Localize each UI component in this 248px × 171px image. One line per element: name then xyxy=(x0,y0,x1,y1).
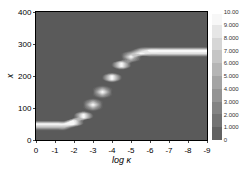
svg-text:400: 400 xyxy=(18,8,32,17)
svg-text:-5: -5 xyxy=(127,146,135,155)
svg-text:8.000: 8.000 xyxy=(224,35,240,41)
svg-text:-6: -6 xyxy=(146,146,154,155)
svg-text:2.000: 2.000 xyxy=(224,112,240,118)
svg-text:-3: -3 xyxy=(89,146,97,155)
svg-text:-9: -9 xyxy=(203,146,211,155)
svg-text:1.000: 1.000 xyxy=(224,124,240,130)
svg-text:0: 0 xyxy=(224,137,228,143)
svg-text:10.00: 10.00 xyxy=(224,9,240,15)
svg-text:3.000: 3.000 xyxy=(224,99,240,105)
svg-text:200: 200 xyxy=(18,72,32,81)
svg-text:100: 100 xyxy=(18,104,32,113)
svg-text:6.000: 6.000 xyxy=(224,60,240,66)
svg-text:-7: -7 xyxy=(165,146,173,155)
svg-text:300: 300 xyxy=(18,40,32,49)
svg-text:-4: -4 xyxy=(108,146,116,155)
svg-text:7.000: 7.000 xyxy=(224,48,240,54)
svg-text:0: 0 xyxy=(34,146,39,155)
svg-text:x: x xyxy=(5,73,15,79)
svg-text:4.000: 4.000 xyxy=(224,86,240,92)
svg-text:-8: -8 xyxy=(184,146,192,155)
svg-text:5.000: 5.000 xyxy=(224,73,240,79)
svg-text:9.000: 9.000 xyxy=(224,22,240,28)
svg-text:log κ: log κ xyxy=(112,155,132,165)
svg-text:-2: -2 xyxy=(70,146,78,155)
svg-text:0: 0 xyxy=(27,136,32,145)
svg-text:-1: -1 xyxy=(51,146,59,155)
